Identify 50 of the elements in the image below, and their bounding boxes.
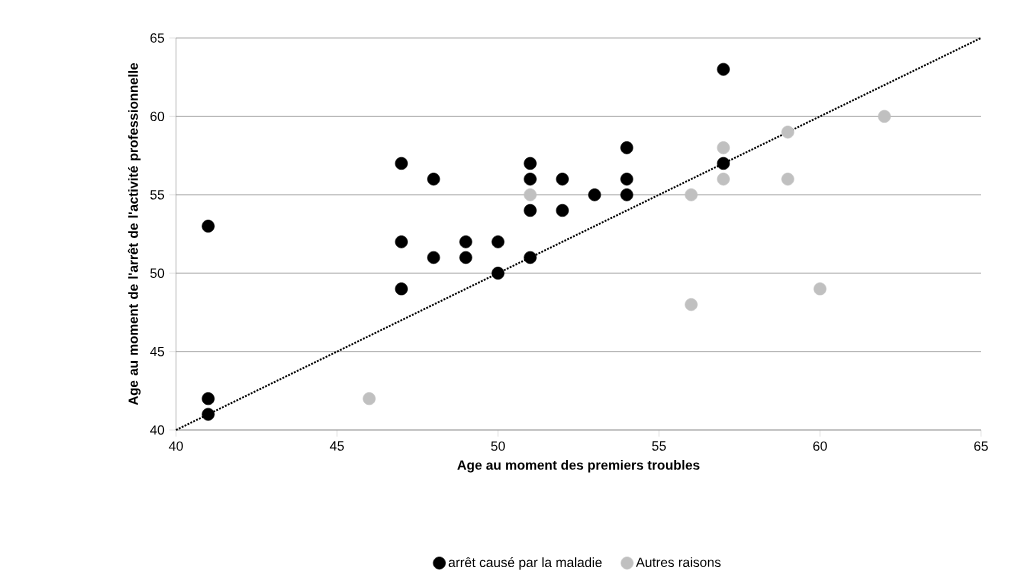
x-axis-title: Age au moment des premiers troubles (457, 459, 700, 473)
point (395, 282, 408, 296)
point (523, 251, 537, 264)
point (620, 188, 634, 202)
point (588, 188, 602, 202)
point (427, 172, 441, 186)
point (395, 235, 408, 249)
y-tick-label: 40 (150, 425, 165, 435)
y-tick-label: 60 (150, 111, 165, 122)
point (620, 172, 634, 186)
point (620, 141, 634, 155)
point (459, 235, 473, 249)
x-tick-label: 65 (974, 441, 988, 451)
point (717, 172, 730, 186)
point (523, 172, 537, 186)
point (878, 109, 891, 123)
point (491, 266, 505, 280)
point (201, 392, 215, 406)
x-tick-label: 50 (491, 441, 505, 451)
point (684, 298, 698, 311)
point (556, 172, 569, 186)
y-tick-label: 65 (150, 33, 165, 43)
point (427, 251, 441, 264)
point (201, 219, 215, 233)
point (813, 282, 827, 296)
point (362, 392, 376, 406)
y-tick-label: 45 (150, 346, 165, 357)
point (523, 204, 537, 217)
point (523, 157, 537, 170)
y-tick-label: 50 (150, 268, 165, 278)
point (395, 157, 408, 170)
point (717, 141, 730, 155)
y-tick-label: 55 (150, 190, 165, 200)
point (459, 251, 473, 264)
point (523, 188, 537, 202)
point (781, 172, 795, 186)
x-tick-label: 40 (168, 441, 183, 451)
point (491, 235, 505, 249)
point (717, 62, 730, 76)
point (684, 188, 698, 202)
x-tick-label: 60 (813, 441, 827, 451)
point (201, 407, 215, 421)
point (556, 204, 569, 217)
y-axis-title: Age au moment de l'arrêt de l'activité professionnelle (127, 63, 141, 406)
legend-label: arrêt causé par la maladie (448, 557, 602, 570)
x-tick-label: 45 (329, 441, 344, 451)
point (781, 125, 795, 139)
x-tick-label: 55 (652, 441, 666, 451)
point (717, 157, 730, 170)
legend-label: Autres raisons (635, 557, 721, 567)
